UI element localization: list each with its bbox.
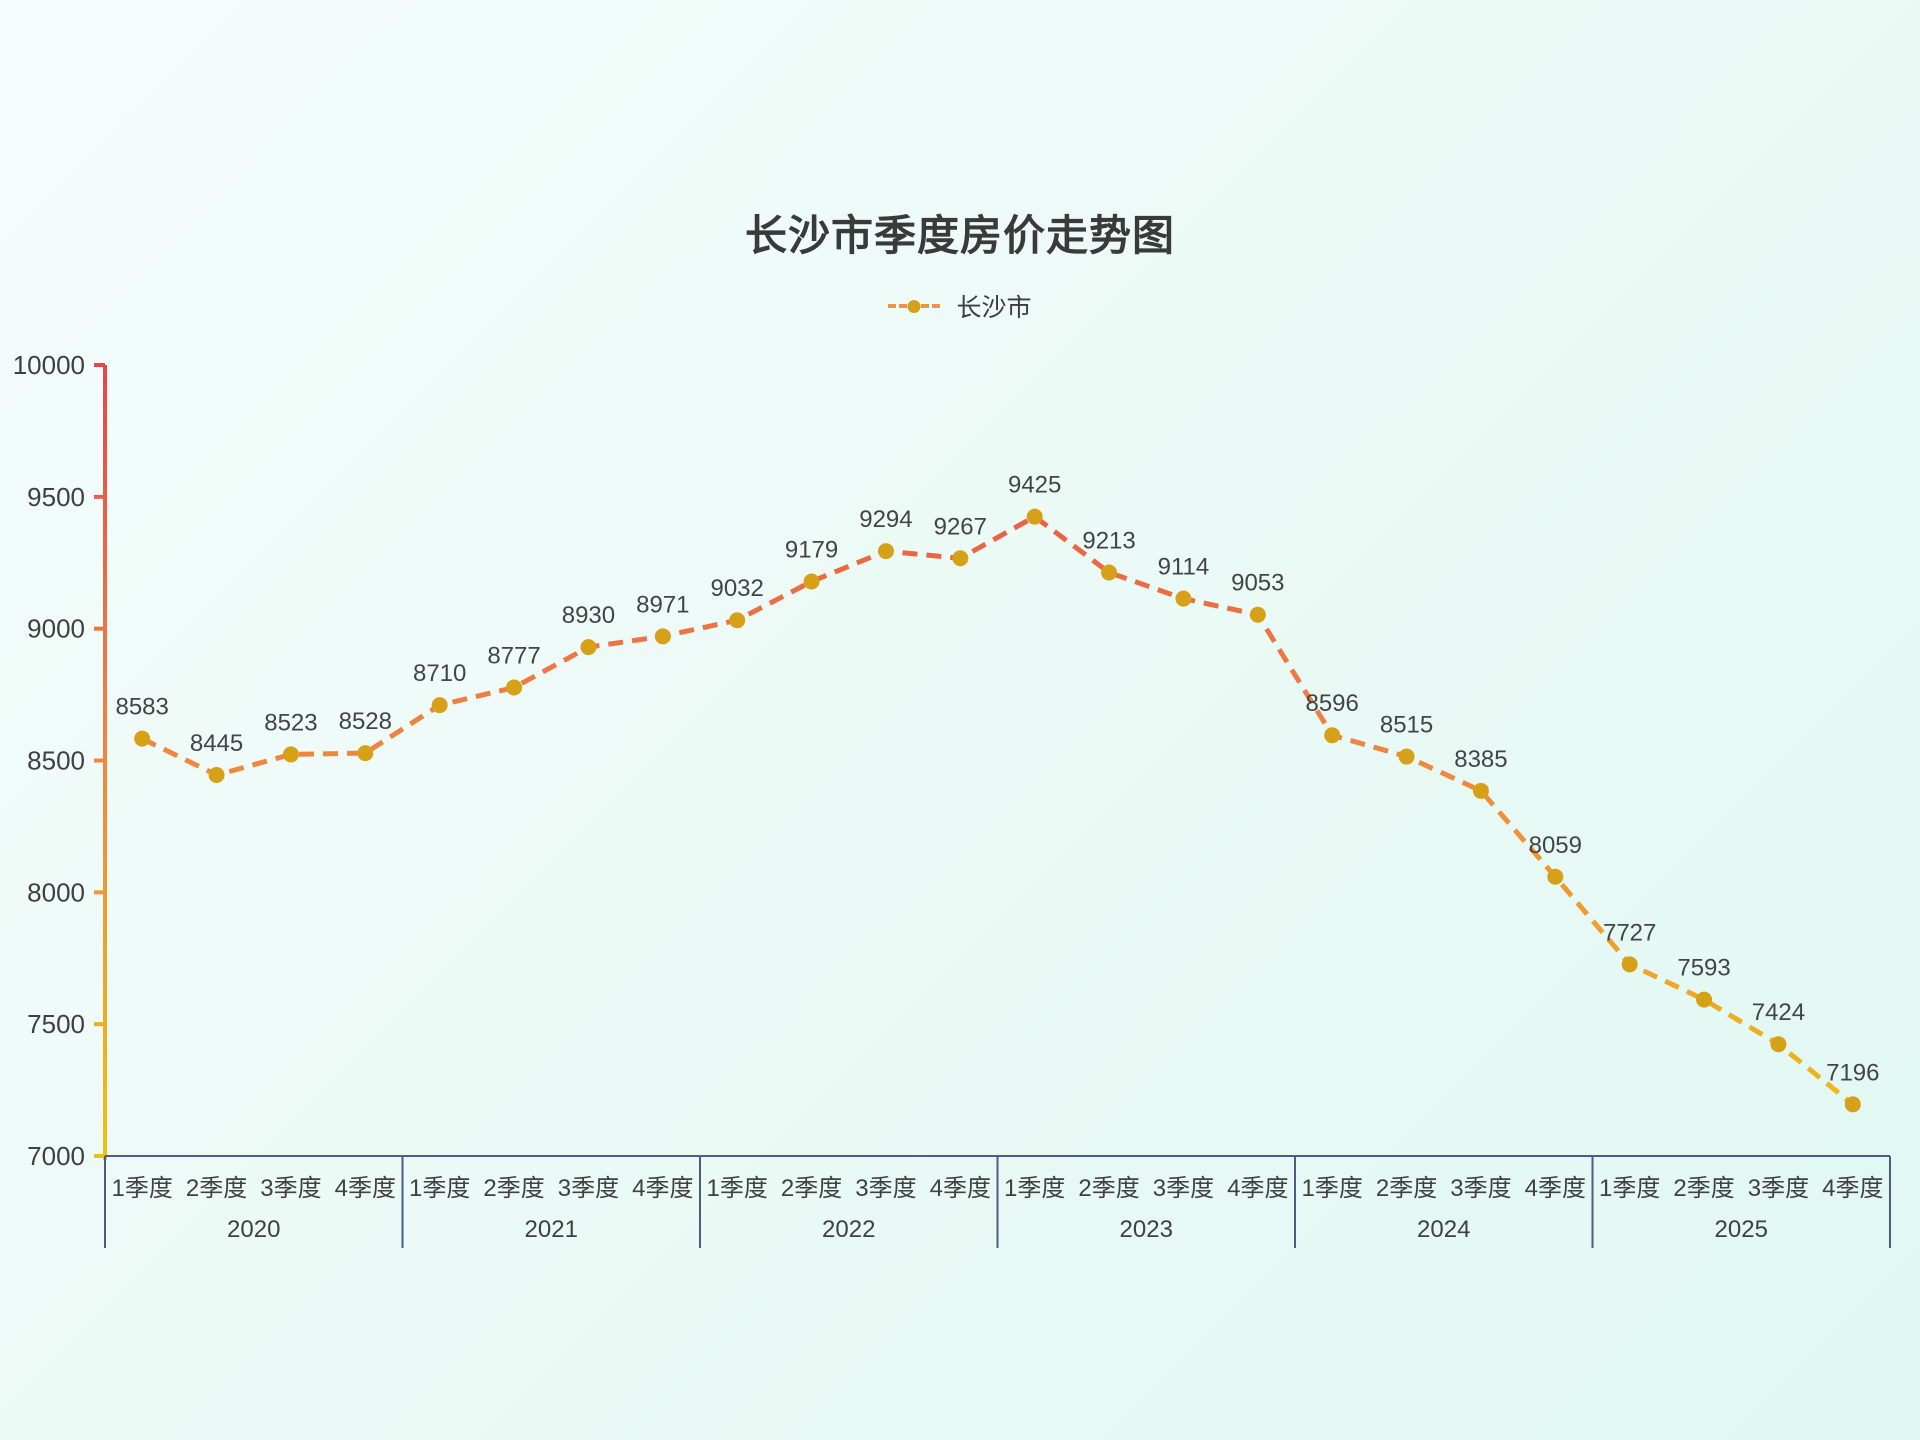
data-point-value-label: 7424 [1752, 999, 1805, 1026]
data-point-value-label: 7196 [1826, 1059, 1879, 1086]
x-axis-quarter-label: 2季度 [781, 1175, 842, 1202]
x-axis-quarter-label: 3季度 [1450, 1175, 1511, 1202]
data-point[interactable] [357, 745, 374, 762]
x-axis-quarter-label: 4季度 [1822, 1175, 1883, 1202]
data-point-value-label: 9179 [785, 536, 838, 563]
legend-label: 长沙市 [956, 294, 1032, 322]
data-point-value-label: 9053 [1231, 570, 1284, 597]
data-point-value-label: 8523 [264, 709, 317, 736]
data-point-value-label: 9425 [1008, 472, 1061, 499]
x-axis-year-label: 2025 [1715, 1216, 1768, 1243]
x-axis-year-label: 2020 [227, 1216, 280, 1243]
x-axis-quarter-label: 4季度 [1227, 1175, 1288, 1202]
x-axis-quarter-label: 1季度 [112, 1175, 173, 1202]
data-point[interactable] [282, 746, 299, 763]
y-axis-tick-label: 8000 [27, 877, 85, 907]
data-point-value-label: 8059 [1529, 832, 1582, 859]
y-axis-tick-label: 9500 [27, 482, 85, 512]
x-axis-year-label: 2022 [822, 1216, 875, 1243]
y-axis-tick-label: 9000 [27, 614, 85, 644]
legend-item-changsha[interactable]: 长沙市 [0, 288, 1920, 324]
data-point[interactable] [1175, 590, 1192, 607]
x-axis-quarter-label: 3季度 [558, 1175, 619, 1202]
data-point[interactable] [1621, 956, 1638, 973]
x-axis-quarter-label: 3季度 [855, 1175, 916, 1202]
data-point-value-label: 9267 [934, 513, 987, 540]
data-point[interactable] [1770, 1036, 1787, 1053]
x-axis-quarter-label: 2季度 [1078, 1175, 1139, 1202]
y-axis-tick-label: 7000 [27, 1141, 85, 1171]
data-point-value-label: 8583 [115, 694, 168, 721]
x-axis-quarter-label: 3季度 [260, 1175, 321, 1202]
data-point[interactable] [1472, 782, 1489, 799]
legend-dot-icon [907, 300, 921, 313]
data-point[interactable] [580, 639, 597, 656]
data-point[interactable] [877, 543, 894, 560]
data-point[interactable] [1844, 1096, 1861, 1113]
data-point[interactable] [208, 767, 225, 784]
legend-dashed-line-icon [888, 300, 941, 313]
y-axis-tick-label: 7500 [27, 1009, 85, 1039]
x-axis-quarter-label: 2季度 [1376, 1175, 1437, 1202]
data-point[interactable] [1696, 991, 1713, 1008]
data-point[interactable] [1324, 727, 1341, 744]
data-point-value-label: 8385 [1454, 746, 1507, 773]
x-axis-quarter-label: 1季度 [1599, 1175, 1660, 1202]
x-axis-quarter-label: 1季度 [409, 1175, 470, 1202]
x-axis-year-label: 2021 [525, 1216, 578, 1243]
data-point[interactable] [729, 612, 746, 629]
data-point-value-label: 8528 [339, 708, 392, 735]
x-axis-quarter-label: 4季度 [335, 1175, 396, 1202]
x-axis-quarter-label: 2季度 [186, 1175, 247, 1202]
data-point-value-label: 8971 [636, 591, 689, 618]
data-point-value-label: 9294 [859, 506, 912, 533]
x-axis-quarter-label: 3季度 [1153, 1175, 1214, 1202]
series-line [141, 514, 1855, 1107]
data-point-value-label: 9213 [1082, 528, 1135, 555]
x-axis-quarter-label: 4季度 [930, 1175, 991, 1202]
data-point-value-label: 7727 [1603, 919, 1656, 946]
x-axis-quarter-label: 4季度 [632, 1175, 693, 1202]
data-point-value-label: 8710 [413, 660, 466, 687]
x-axis-quarter-label: 1季度 [707, 1175, 768, 1202]
y-axis-tick-label: 8500 [27, 746, 85, 776]
data-point-value-label: 7593 [1677, 955, 1730, 982]
data-point[interactable] [134, 730, 151, 747]
x-axis-quarter-label: 1季度 [1004, 1175, 1065, 1202]
x-axis-quarter-label: 4季度 [1525, 1175, 1586, 1202]
x-axis-quarter-label: 2季度 [1673, 1175, 1734, 1202]
data-point[interactable] [1398, 748, 1415, 765]
data-point[interactable] [1101, 564, 1118, 581]
data-point[interactable] [506, 679, 523, 696]
chart-title: 长沙市季度房价走势图 [744, 212, 1175, 259]
x-axis-year-label: 2023 [1120, 1216, 1173, 1243]
data-point[interactable] [803, 573, 820, 590]
data-point-value-label: 9032 [710, 575, 763, 602]
data-point-value-label: 8445 [190, 730, 243, 757]
data-point-value-label: 8777 [487, 642, 540, 669]
data-point[interactable] [431, 697, 448, 714]
x-axis-year-label: 2024 [1417, 1216, 1470, 1243]
x-axis-quarter-label: 1季度 [1302, 1175, 1363, 1202]
y-axis-tick-label: 10000 [13, 350, 85, 380]
data-point[interactable] [952, 550, 969, 567]
data-point[interactable] [654, 628, 671, 645]
data-point-value-label: 8515 [1380, 712, 1433, 739]
x-axis-quarter-label: 3季度 [1748, 1175, 1809, 1202]
data-point-value-label: 8930 [562, 602, 615, 629]
data-point-value-label: 8596 [1305, 690, 1358, 717]
data-point-value-label: 9114 [1158, 554, 1210, 581]
data-point[interactable] [1249, 606, 1266, 623]
x-axis-quarter-label: 2季度 [483, 1175, 544, 1202]
data-point[interactable] [1547, 868, 1564, 885]
data-point[interactable] [1026, 508, 1043, 525]
